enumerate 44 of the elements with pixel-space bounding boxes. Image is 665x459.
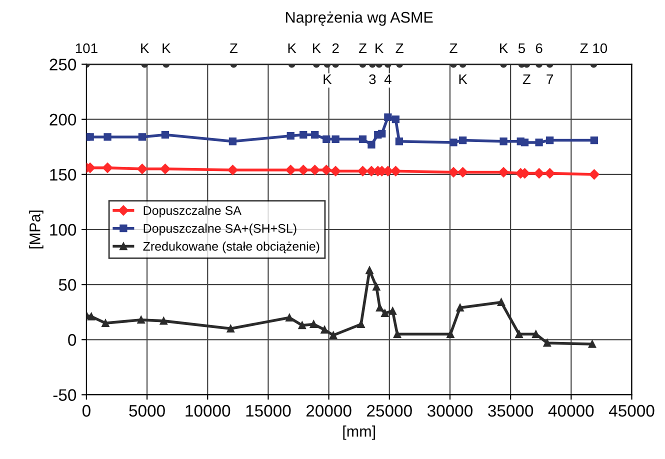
annotation: 7 <box>546 74 553 84</box>
annotation: 101 <box>76 43 98 54</box>
chart-title: Naprężenia wg ASME <box>286 12 433 26</box>
annotation: K <box>312 43 321 54</box>
annotation: K <box>324 74 332 84</box>
annotation: K <box>459 74 468 84</box>
annotation: 5 <box>518 43 525 54</box>
x-tick-label: 20000 <box>306 404 352 417</box>
x-axis-title: [mm] <box>343 426 375 440</box>
annotation: K <box>500 43 508 54</box>
x-tick-label: 30000 <box>427 404 473 417</box>
annotation: 2 <box>332 43 339 54</box>
annotation: Z <box>396 43 404 54</box>
legend-label: Dopuszczalne SA <box>144 206 242 218</box>
annotation: K <box>376 43 384 54</box>
annotation: 4 <box>384 74 392 84</box>
x-tick-label: 10000 <box>186 404 230 417</box>
x-tick-label: 5000 <box>129 404 165 417</box>
annotation: Z <box>230 43 238 54</box>
annotation: K <box>288 43 296 54</box>
y-tick-label: 100 <box>50 224 76 236</box>
y-tick-label: 200 <box>50 114 76 126</box>
x-tick-label: 0 <box>82 404 90 417</box>
y-axis-title: [MPa] <box>29 210 44 248</box>
y-tick-label: 250 <box>50 58 76 70</box>
y-tick-label: 50 <box>58 278 76 291</box>
y-tick-label: -50 <box>53 389 76 401</box>
annotation: Z <box>450 43 458 54</box>
annotation: 3 <box>369 74 376 84</box>
x-tick-label: 45000 <box>608 404 654 417</box>
annotation: Z 10 <box>580 43 608 54</box>
x-tick-label: 35000 <box>488 404 534 417</box>
annotation: K <box>162 43 171 54</box>
annotation: 6 <box>536 43 542 54</box>
y-tick-label: 150 <box>50 168 76 181</box>
x-tick-label: 40000 <box>548 404 594 417</box>
x-tick-label: 15000 <box>246 404 291 417</box>
x-tick-label: 25000 <box>367 404 412 417</box>
legend-label: Zredukowane (stałe obciążenie) <box>143 242 320 254</box>
annotation: K <box>141 43 150 54</box>
legend-label: Dopuszczalne SA+(SH+SL) <box>144 224 296 236</box>
annotation: Z <box>358 43 367 54</box>
annotation: Z <box>522 74 530 84</box>
y-tick-label: 0 <box>68 334 76 346</box>
